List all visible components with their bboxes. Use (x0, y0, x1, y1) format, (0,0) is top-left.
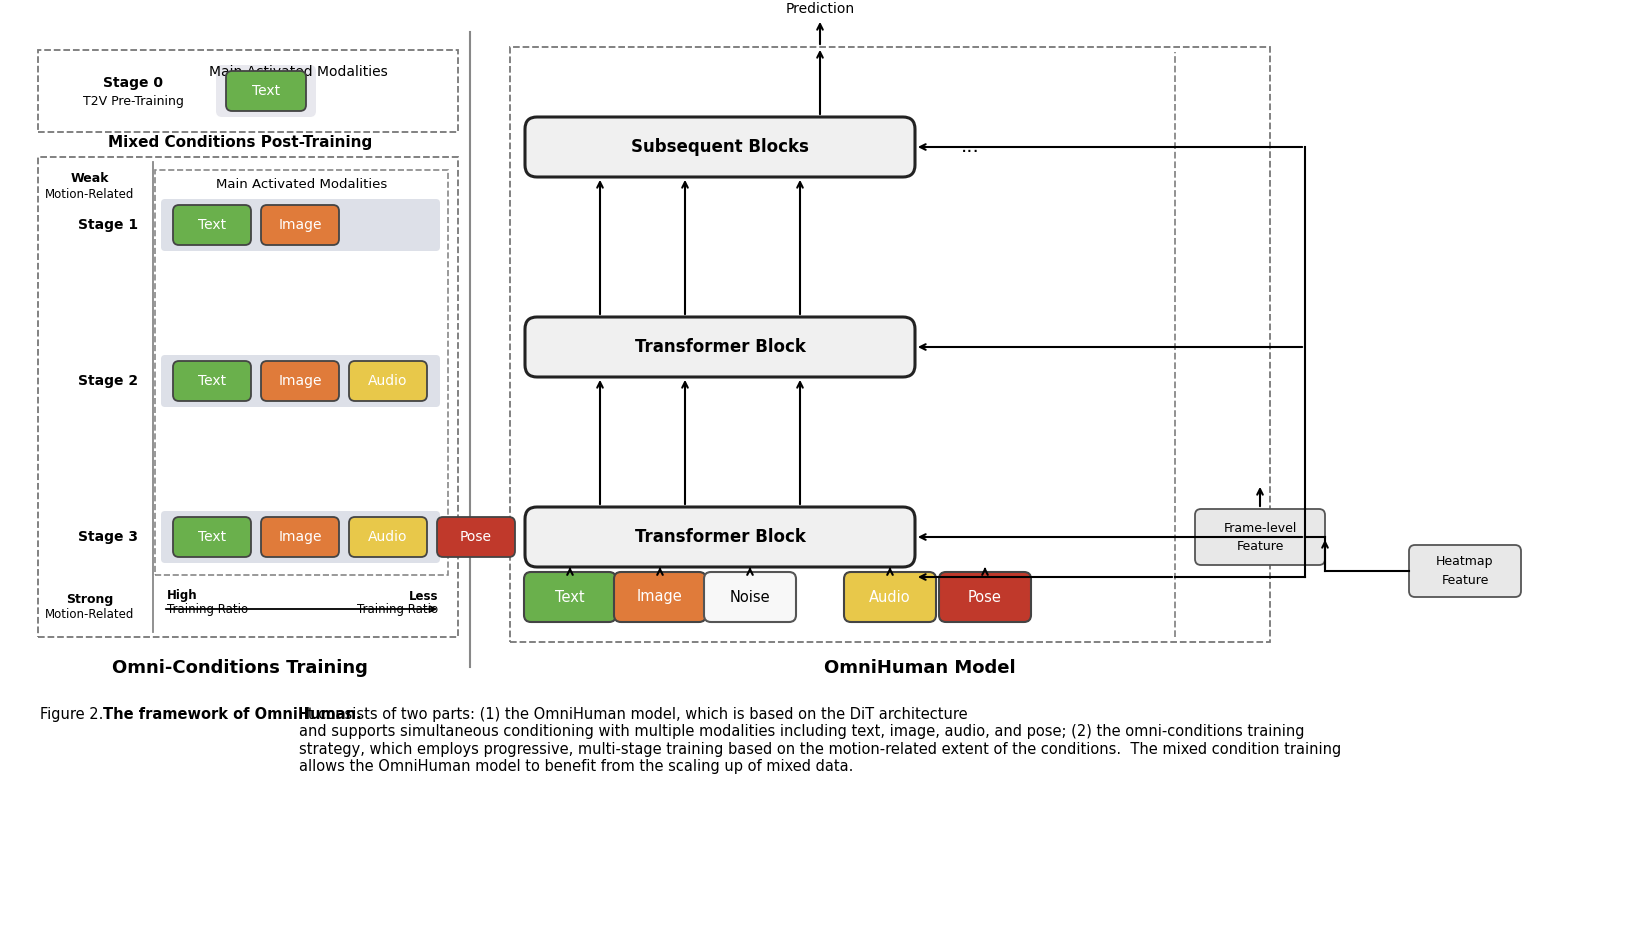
FancyBboxPatch shape (525, 317, 915, 377)
Text: Motion-Related: Motion-Related (46, 188, 134, 201)
Text: Omni-Conditions Training: Omni-Conditions Training (113, 659, 368, 677)
Text: Strong: Strong (67, 593, 114, 606)
Text: High: High (167, 590, 198, 602)
FancyBboxPatch shape (525, 507, 915, 567)
FancyBboxPatch shape (350, 361, 426, 401)
Text: Training Ratio: Training Ratio (167, 602, 248, 615)
Text: Heatmap: Heatmap (1436, 555, 1493, 569)
FancyBboxPatch shape (525, 117, 915, 177)
Text: Weak: Weak (70, 172, 109, 185)
Text: Transformer Block: Transformer Block (634, 528, 806, 546)
Text: Pose: Pose (967, 590, 1002, 605)
FancyBboxPatch shape (436, 517, 515, 557)
FancyBboxPatch shape (614, 572, 706, 622)
Text: Feature: Feature (1237, 540, 1284, 553)
Text: Frame-level: Frame-level (1224, 522, 1297, 534)
FancyBboxPatch shape (173, 205, 252, 245)
FancyBboxPatch shape (1194, 509, 1325, 565)
Text: Motion-Related: Motion-Related (46, 609, 134, 622)
FancyBboxPatch shape (261, 205, 338, 245)
Text: ...: ... (961, 138, 979, 157)
Text: Text: Text (556, 590, 585, 605)
FancyBboxPatch shape (225, 71, 306, 111)
FancyBboxPatch shape (162, 511, 440, 563)
Text: Text: Text (198, 218, 225, 232)
Text: T2V Pre-Training: T2V Pre-Training (83, 94, 183, 107)
Text: Image: Image (278, 374, 322, 388)
FancyBboxPatch shape (261, 517, 338, 557)
Text: Text: Text (252, 84, 279, 98)
FancyBboxPatch shape (940, 572, 1031, 622)
Text: OmniHuman Model: OmniHuman Model (824, 659, 1016, 677)
Text: Figure 2.: Figure 2. (39, 707, 108, 722)
Text: Text: Text (198, 374, 225, 388)
FancyBboxPatch shape (845, 572, 936, 622)
Text: Audio: Audio (368, 530, 408, 544)
Text: Text: Text (198, 530, 225, 544)
Text: Audio: Audio (869, 590, 910, 605)
Text: The framework of OmniHuman.: The framework of OmniHuman. (103, 707, 361, 722)
FancyBboxPatch shape (261, 361, 338, 401)
Text: Subsequent Blocks: Subsequent Blocks (631, 138, 809, 156)
Text: Main Activated Modalities: Main Activated Modalities (216, 177, 387, 190)
Text: Stage 1: Stage 1 (78, 218, 137, 232)
Text: Less: Less (408, 590, 438, 602)
FancyBboxPatch shape (704, 572, 796, 622)
FancyBboxPatch shape (1409, 545, 1521, 597)
Text: Image: Image (637, 590, 683, 605)
Text: Stage 3: Stage 3 (78, 530, 137, 544)
FancyBboxPatch shape (216, 65, 315, 117)
FancyBboxPatch shape (525, 572, 616, 622)
Text: Transformer Block: Transformer Block (634, 338, 806, 356)
Text: Image: Image (278, 530, 322, 544)
Text: Prediction: Prediction (786, 2, 855, 16)
FancyBboxPatch shape (162, 355, 440, 407)
Text: Pose: Pose (461, 530, 492, 544)
FancyBboxPatch shape (173, 517, 252, 557)
Text: Image: Image (278, 218, 322, 232)
FancyBboxPatch shape (173, 361, 252, 401)
Text: It consists of two parts: (1) the OmniHuman model, which is based on the DiT arc: It consists of two parts: (1) the OmniHu… (299, 707, 1342, 774)
Text: Noise: Noise (730, 590, 770, 605)
FancyBboxPatch shape (162, 199, 440, 251)
Text: Main Activated Modalities: Main Activated Modalities (209, 65, 387, 79)
Text: Audio: Audio (368, 374, 408, 388)
Text: Feature: Feature (1441, 573, 1489, 586)
Text: Stage 2: Stage 2 (78, 374, 137, 388)
Text: Training Ratio: Training Ratio (356, 602, 438, 615)
FancyBboxPatch shape (350, 517, 426, 557)
Text: Mixed Conditions Post-Training: Mixed Conditions Post-Training (108, 134, 373, 149)
Text: Stage 0: Stage 0 (103, 76, 163, 90)
